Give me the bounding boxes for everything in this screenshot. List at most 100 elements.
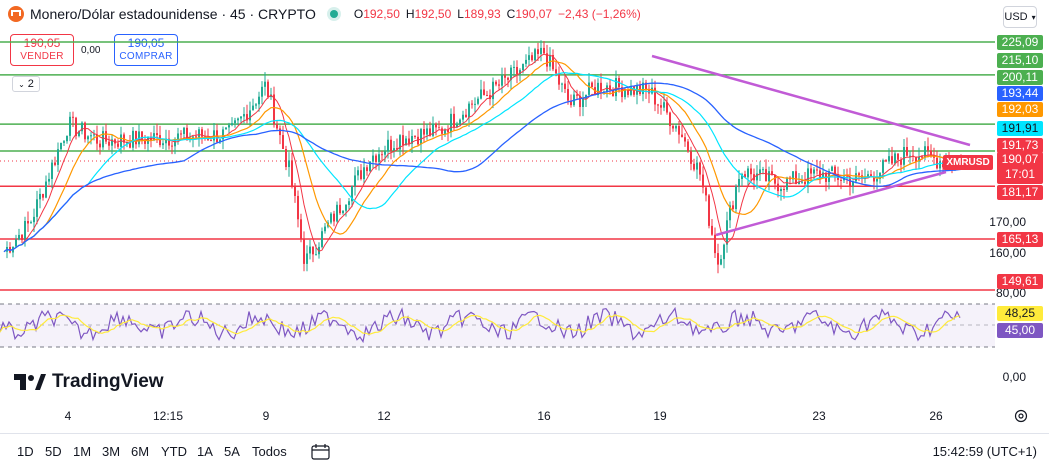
candle-body	[243, 114, 245, 117]
candle-body	[582, 98, 584, 107]
candle-body	[360, 170, 362, 180]
candle-body	[741, 174, 743, 179]
candle-body	[489, 95, 491, 100]
candle-body	[882, 160, 884, 173]
candle-body	[234, 120, 236, 124]
candle-body	[435, 123, 437, 128]
candle-body	[405, 138, 407, 146]
candle-body	[75, 117, 77, 137]
range-button[interactable]: 1D	[17, 444, 34, 459]
candle-body	[540, 47, 542, 54]
candle-body	[156, 133, 158, 136]
candle-body	[651, 87, 653, 94]
candle-body	[201, 129, 203, 137]
candle-body	[45, 181, 47, 198]
candle-body	[87, 136, 89, 140]
candle-body	[333, 213, 335, 222]
candle-body	[264, 81, 266, 87]
candle-body	[303, 239, 305, 264]
candle-body	[666, 102, 668, 113]
candle-body	[675, 126, 677, 129]
clock[interactable]: 15:42:59 (UTC+1)	[932, 444, 1037, 459]
candle-body	[555, 69, 557, 74]
candle-body	[315, 254, 317, 256]
candle-body	[696, 162, 698, 170]
candle-body	[33, 216, 35, 223]
candle-body	[543, 47, 545, 54]
candle-body	[93, 134, 95, 136]
high-value: 192,50	[414, 7, 452, 21]
candle-body	[402, 135, 404, 146]
candle-body	[840, 179, 842, 181]
candle-body	[579, 95, 581, 107]
candle-body	[732, 205, 734, 209]
moving-average-line	[3, 53, 962, 253]
candle-body	[804, 181, 806, 185]
candle-body	[111, 139, 113, 146]
candle-body	[51, 162, 53, 179]
candle-body	[699, 162, 701, 175]
candle-body	[300, 219, 302, 240]
symbol-title[interactable]: Monero/Dólar estadounidense · 45 · CRYPT…	[30, 6, 316, 22]
market-open-icon	[329, 10, 338, 18]
gear-icon[interactable]	[1013, 408, 1029, 424]
candle-body	[642, 82, 644, 95]
candle-body	[375, 155, 377, 162]
price-level-tag: 165,13	[997, 232, 1043, 247]
candle-body	[816, 169, 818, 171]
sell-button[interactable]: 190,05 VENDER	[10, 34, 74, 66]
candle-body	[21, 234, 23, 241]
candle-body	[921, 156, 923, 158]
candle-body	[195, 136, 197, 138]
time-axis-label: 12	[377, 409, 391, 423]
range-button[interactable]: Todos	[252, 444, 287, 459]
calendar-icon[interactable]	[311, 443, 331, 461]
candle-body	[228, 125, 230, 128]
candle-body	[135, 130, 137, 145]
candle-body	[144, 139, 146, 144]
candle-body	[654, 87, 656, 105]
range-button[interactable]: 1M	[73, 444, 92, 459]
candle-body	[177, 133, 179, 139]
time-axis-label: 26	[929, 409, 943, 423]
currency-selector[interactable]: USD ▾	[1003, 6, 1037, 28]
candle-body	[423, 129, 425, 135]
candle-body	[570, 100, 572, 106]
buy-button[interactable]: 190,05 COMPRAR	[114, 34, 178, 66]
candle-body	[174, 138, 176, 147]
range-button[interactable]: 6M	[131, 444, 150, 459]
indicators-toggle[interactable]: ⌄ 2	[12, 76, 40, 92]
range-button[interactable]: YTD	[161, 444, 187, 459]
candle-body	[102, 131, 104, 148]
candle-body	[414, 136, 416, 138]
candle-body	[513, 66, 515, 68]
candle-body	[915, 156, 917, 162]
candle-body	[420, 129, 422, 145]
range-button[interactable]: 1A	[197, 444, 213, 459]
candle-body	[357, 170, 359, 176]
price-chart[interactable]	[0, 0, 1049, 433]
candle-body	[255, 104, 257, 106]
price-level-tag: 215,10	[997, 53, 1043, 68]
change-value: −2,43 (−1,26%)	[558, 7, 641, 21]
candle-body	[705, 187, 707, 196]
range-button[interactable]: 3M	[102, 444, 121, 459]
candle-body	[192, 136, 194, 138]
price-level-tag: 193,44	[997, 86, 1043, 101]
candle-body	[891, 156, 893, 164]
candle-body	[384, 151, 386, 155]
candle-body	[276, 124, 278, 129]
moving-average-line	[3, 72, 962, 253]
candle-body	[879, 172, 881, 179]
candle-body	[297, 195, 299, 220]
time-axis-label: 4	[64, 409, 72, 423]
candle-body	[750, 168, 752, 175]
tradingview-logo[interactable]: TradingView	[14, 371, 164, 393]
candle-body	[702, 174, 704, 188]
candle-body	[231, 123, 233, 126]
candle-body	[495, 81, 497, 85]
candle-body	[363, 167, 365, 180]
candle-body	[27, 221, 29, 224]
range-button[interactable]: 5A	[224, 444, 240, 459]
range-button[interactable]: 5D	[45, 444, 62, 459]
